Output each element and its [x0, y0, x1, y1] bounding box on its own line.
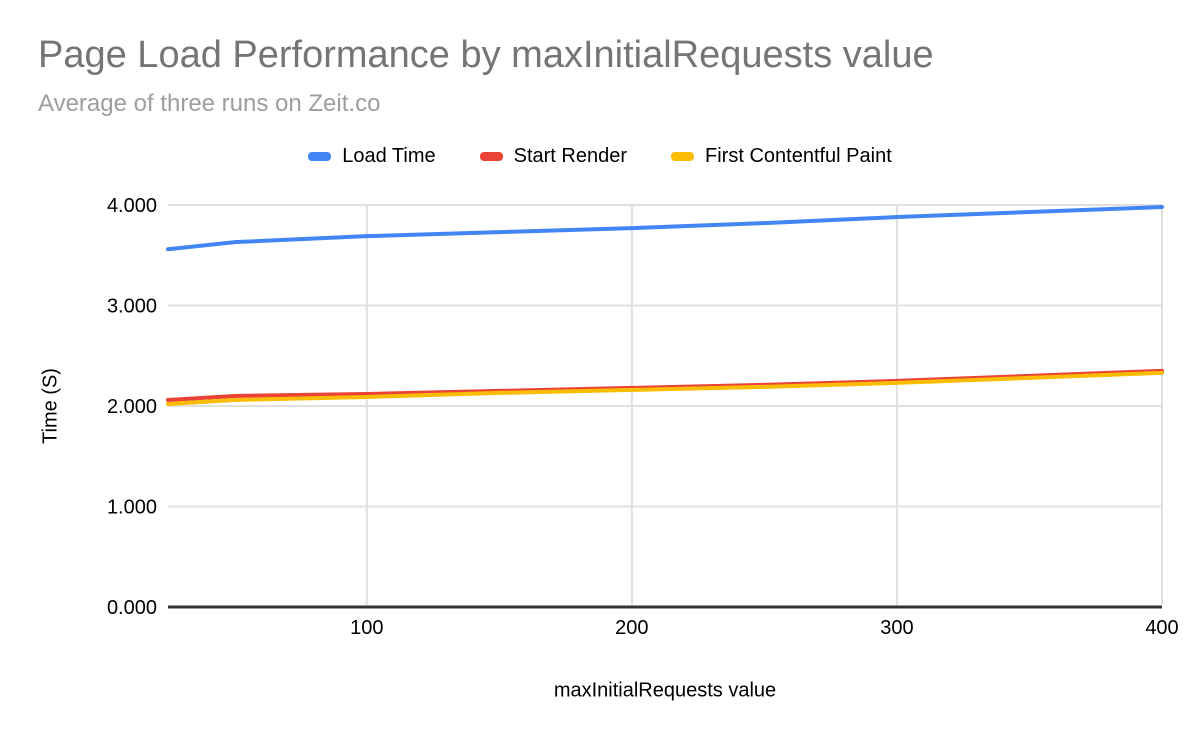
- x-tick-label: 200: [615, 617, 648, 639]
- series-line-first-contentful-paint: [166, 370, 1164, 406]
- start-render-swatch-icon: [479, 152, 503, 161]
- first-contentful-paint-swatch-icon: [671, 152, 695, 161]
- series-line-load-time: [166, 205, 1164, 252]
- y-tick-label: 1.000: [107, 497, 157, 519]
- load-time-swatch-icon: [308, 152, 332, 161]
- y-tick-label: 3.000: [107, 296, 157, 318]
- x-axis-title: maxInitialRequests value: [553, 679, 777, 702]
- legend-label-start-render: Start Render: [513, 145, 628, 167]
- legend-item-start-render: Start Render: [479, 145, 628, 168]
- y-tick-label: 2.000: [107, 396, 157, 418]
- chart-subtitle: Average of three runs on Zeit.co: [38, 90, 381, 117]
- legend-label-load-time: Load Time: [342, 145, 436, 167]
- x-tick-label: 100: [350, 617, 383, 639]
- chart-title: Page Load Performance by maxInitialReque…: [38, 34, 934, 76]
- legend-label-first-contentful-paint: First Contentful Paint: [705, 145, 892, 167]
- y-tick-label: 0.000: [107, 597, 157, 619]
- legend-item-load-time: Load Time: [308, 145, 436, 168]
- series-line-start-render: [166, 368, 1164, 402]
- legend-item-first-contentful-paint: First Contentful Paint: [671, 145, 892, 168]
- x-tick-label: 300: [880, 617, 913, 639]
- y-tick-label: 4.000: [107, 195, 157, 217]
- x-tick-label: 400: [1145, 617, 1178, 639]
- y-axis-title: Time (S): [39, 368, 62, 444]
- legend: Load Time Start Render First Contentful …: [0, 145, 1200, 168]
